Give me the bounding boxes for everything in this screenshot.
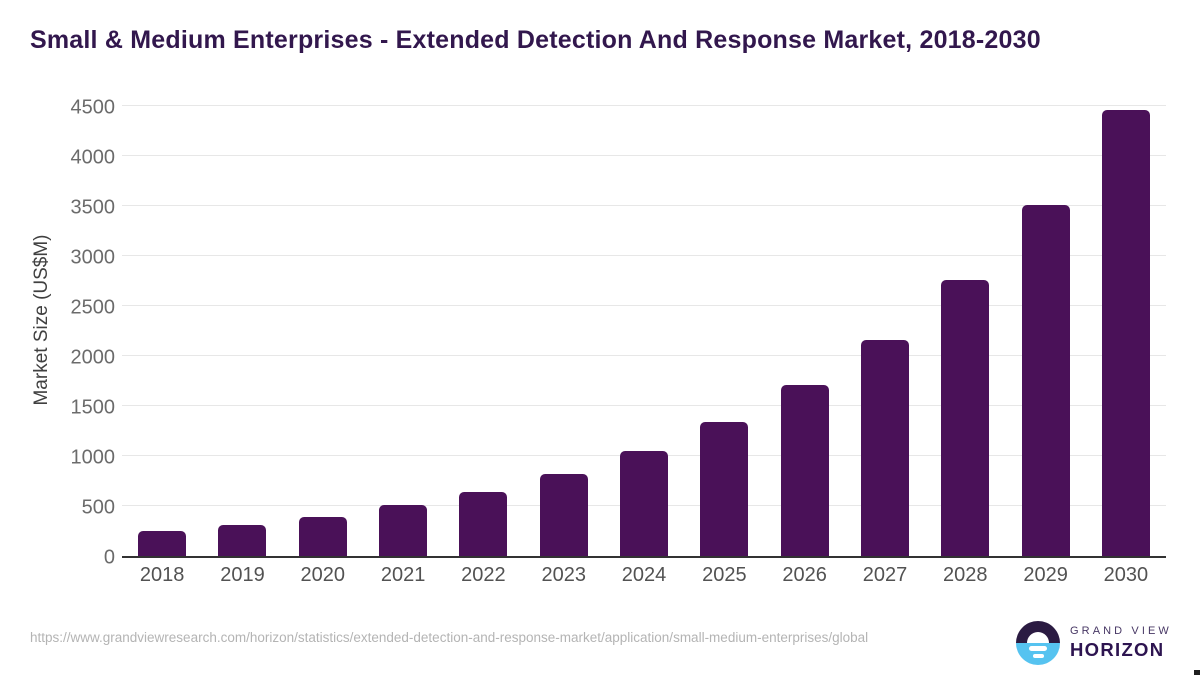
y-tick-label: 4000 <box>70 146 116 169</box>
bar-slot <box>443 108 523 556</box>
x-tick-label: 2020 <box>300 564 346 586</box>
x-tick-label: 2019 <box>220 564 265 586</box>
bar-2028 <box>941 280 990 556</box>
bar-2029 <box>1021 205 1070 556</box>
gridline <box>122 105 1166 106</box>
bar-slot <box>283 108 363 556</box>
wave-shape <box>1029 646 1047 651</box>
x-tick-label: 2028 <box>943 564 988 586</box>
gridline <box>122 305 1166 306</box>
bar-2030 <box>1101 110 1150 556</box>
x-tick-label: 2030 <box>1103 564 1149 586</box>
y-tick-label: 1000 <box>70 446 116 469</box>
y-tick-label: 0 <box>103 546 115 569</box>
x-tick-label: 2025 <box>702 564 747 586</box>
y-tick-label: 2500 <box>70 296 116 319</box>
bar-slot <box>1086 108 1166 556</box>
bar-slot <box>202 108 282 556</box>
y-tick-label: 3000 <box>70 246 116 269</box>
y-tick-label: 3500 <box>70 196 116 219</box>
x-tick-label: 2021 <box>380 564 426 586</box>
sun-horizon-icon <box>1016 621 1060 665</box>
y-tick-label: 1500 <box>70 396 116 419</box>
x-tick-label: 2027 <box>862 564 908 586</box>
bars-row <box>122 108 1166 556</box>
source-url: https://www.grandviewresearch.com/horizo… <box>30 630 869 645</box>
gridline <box>122 405 1166 406</box>
bar-2023 <box>539 474 588 556</box>
brand-text: GRAND VIEW HORIZON <box>1070 625 1172 661</box>
bar-slot <box>765 108 845 556</box>
x-tick-label: 2026 <box>782 564 827 586</box>
bar-slot <box>363 108 443 556</box>
bar-slot <box>122 108 202 556</box>
bar-slot <box>925 108 1005 556</box>
brand-name-top: GRAND VIEW <box>1070 625 1172 637</box>
bar-2025 <box>700 422 749 556</box>
plot-area <box>122 105 1166 558</box>
x-tick-label: 2022 <box>461 564 506 586</box>
gridline <box>122 355 1166 356</box>
x-tick-label: 2029 <box>1023 564 1068 586</box>
chart-title: Small & Medium Enterprises - Extended De… <box>30 26 1041 54</box>
bar-2018 <box>138 531 187 556</box>
grand-view-horizon-logo: GRAND VIEW HORIZON <box>1016 621 1172 665</box>
x-tick-label: 2023 <box>541 564 586 586</box>
bar-2027 <box>860 340 909 556</box>
bar-slot <box>1005 108 1085 556</box>
y-tick-label: 500 <box>81 496 115 519</box>
bar-slot <box>524 108 604 556</box>
gridline <box>122 255 1166 256</box>
bar-2026 <box>780 385 829 556</box>
bar-2024 <box>620 451 669 556</box>
x-tick-label: 2018 <box>139 564 185 586</box>
x-axis-labels: 2018 2019 2020 2021 2022 2023 2024 2025 2026 2027… <box>122 564 1166 587</box>
y-axis-labels: 0 500 1000 1500 2000 2500 3000 3500 4000 4500 <box>0 97 116 569</box>
bar-2021 <box>379 505 428 556</box>
bar-2022 <box>459 491 508 556</box>
bar-2019 <box>218 525 267 556</box>
sun-shape <box>1027 632 1049 643</box>
corner-artifact <box>1194 670 1200 675</box>
wave-shape <box>1032 653 1044 658</box>
gridline <box>122 155 1166 156</box>
y-tick-label: 4500 <box>70 96 116 119</box>
gridline <box>122 205 1166 206</box>
y-tick-label: 2000 <box>70 346 116 369</box>
bar-slot <box>684 108 764 556</box>
bar-slot <box>604 108 684 556</box>
bar-2020 <box>298 516 347 556</box>
x-tick-label: 2024 <box>621 564 667 586</box>
brand-name-bottom: HORIZON <box>1070 639 1165 660</box>
bar-slot <box>845 108 925 556</box>
